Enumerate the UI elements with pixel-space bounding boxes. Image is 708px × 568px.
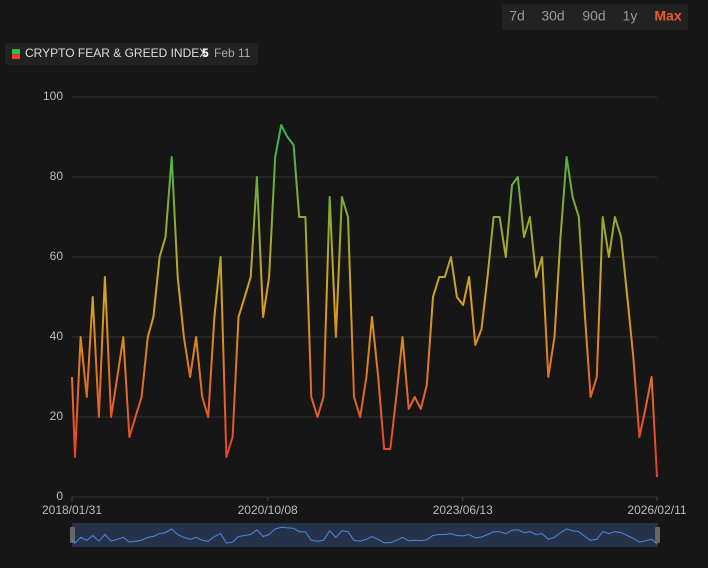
legend-swatch-low (12, 54, 20, 59)
legend-date: Feb 11 (214, 46, 251, 60)
range-button[interactable]: 30d (541, 8, 564, 24)
y-tick-label: 100 (43, 89, 63, 103)
range-button[interactable]: 90d (582, 8, 605, 24)
index-line (71, 124, 658, 478)
navigator-line (71, 526, 658, 545)
range-button[interactable]: 7d (509, 8, 525, 24)
range-button[interactable]: Max (654, 8, 681, 24)
y-tick-label: 20 (50, 409, 64, 423)
x-tick-label: 2023/06/13 (433, 503, 493, 517)
navigator-handle[interactable] (655, 527, 660, 543)
x-tick-label: 2020/10/08 (238, 503, 298, 517)
y-tick-label: 80 (50, 169, 64, 183)
legend-value: 5 (202, 46, 209, 60)
range-bar (502, 4, 688, 30)
x-tick-label: 2026/02/11 (627, 503, 686, 517)
y-tick-label: 40 (50, 329, 64, 343)
y-tick-label: 0 (56, 489, 63, 503)
x-tick-label: 2018/01/31 (42, 503, 102, 517)
legend-swatch-high (12, 49, 20, 54)
y-tick-label: 60 (50, 249, 64, 263)
navigator[interactable] (72, 523, 658, 547)
legend-box (5, 43, 258, 65)
legend-label: CRYPTO FEAR & GREED INDEX (25, 46, 207, 60)
range-button[interactable]: 1y (623, 8, 638, 24)
navigator-handle[interactable] (70, 527, 75, 543)
